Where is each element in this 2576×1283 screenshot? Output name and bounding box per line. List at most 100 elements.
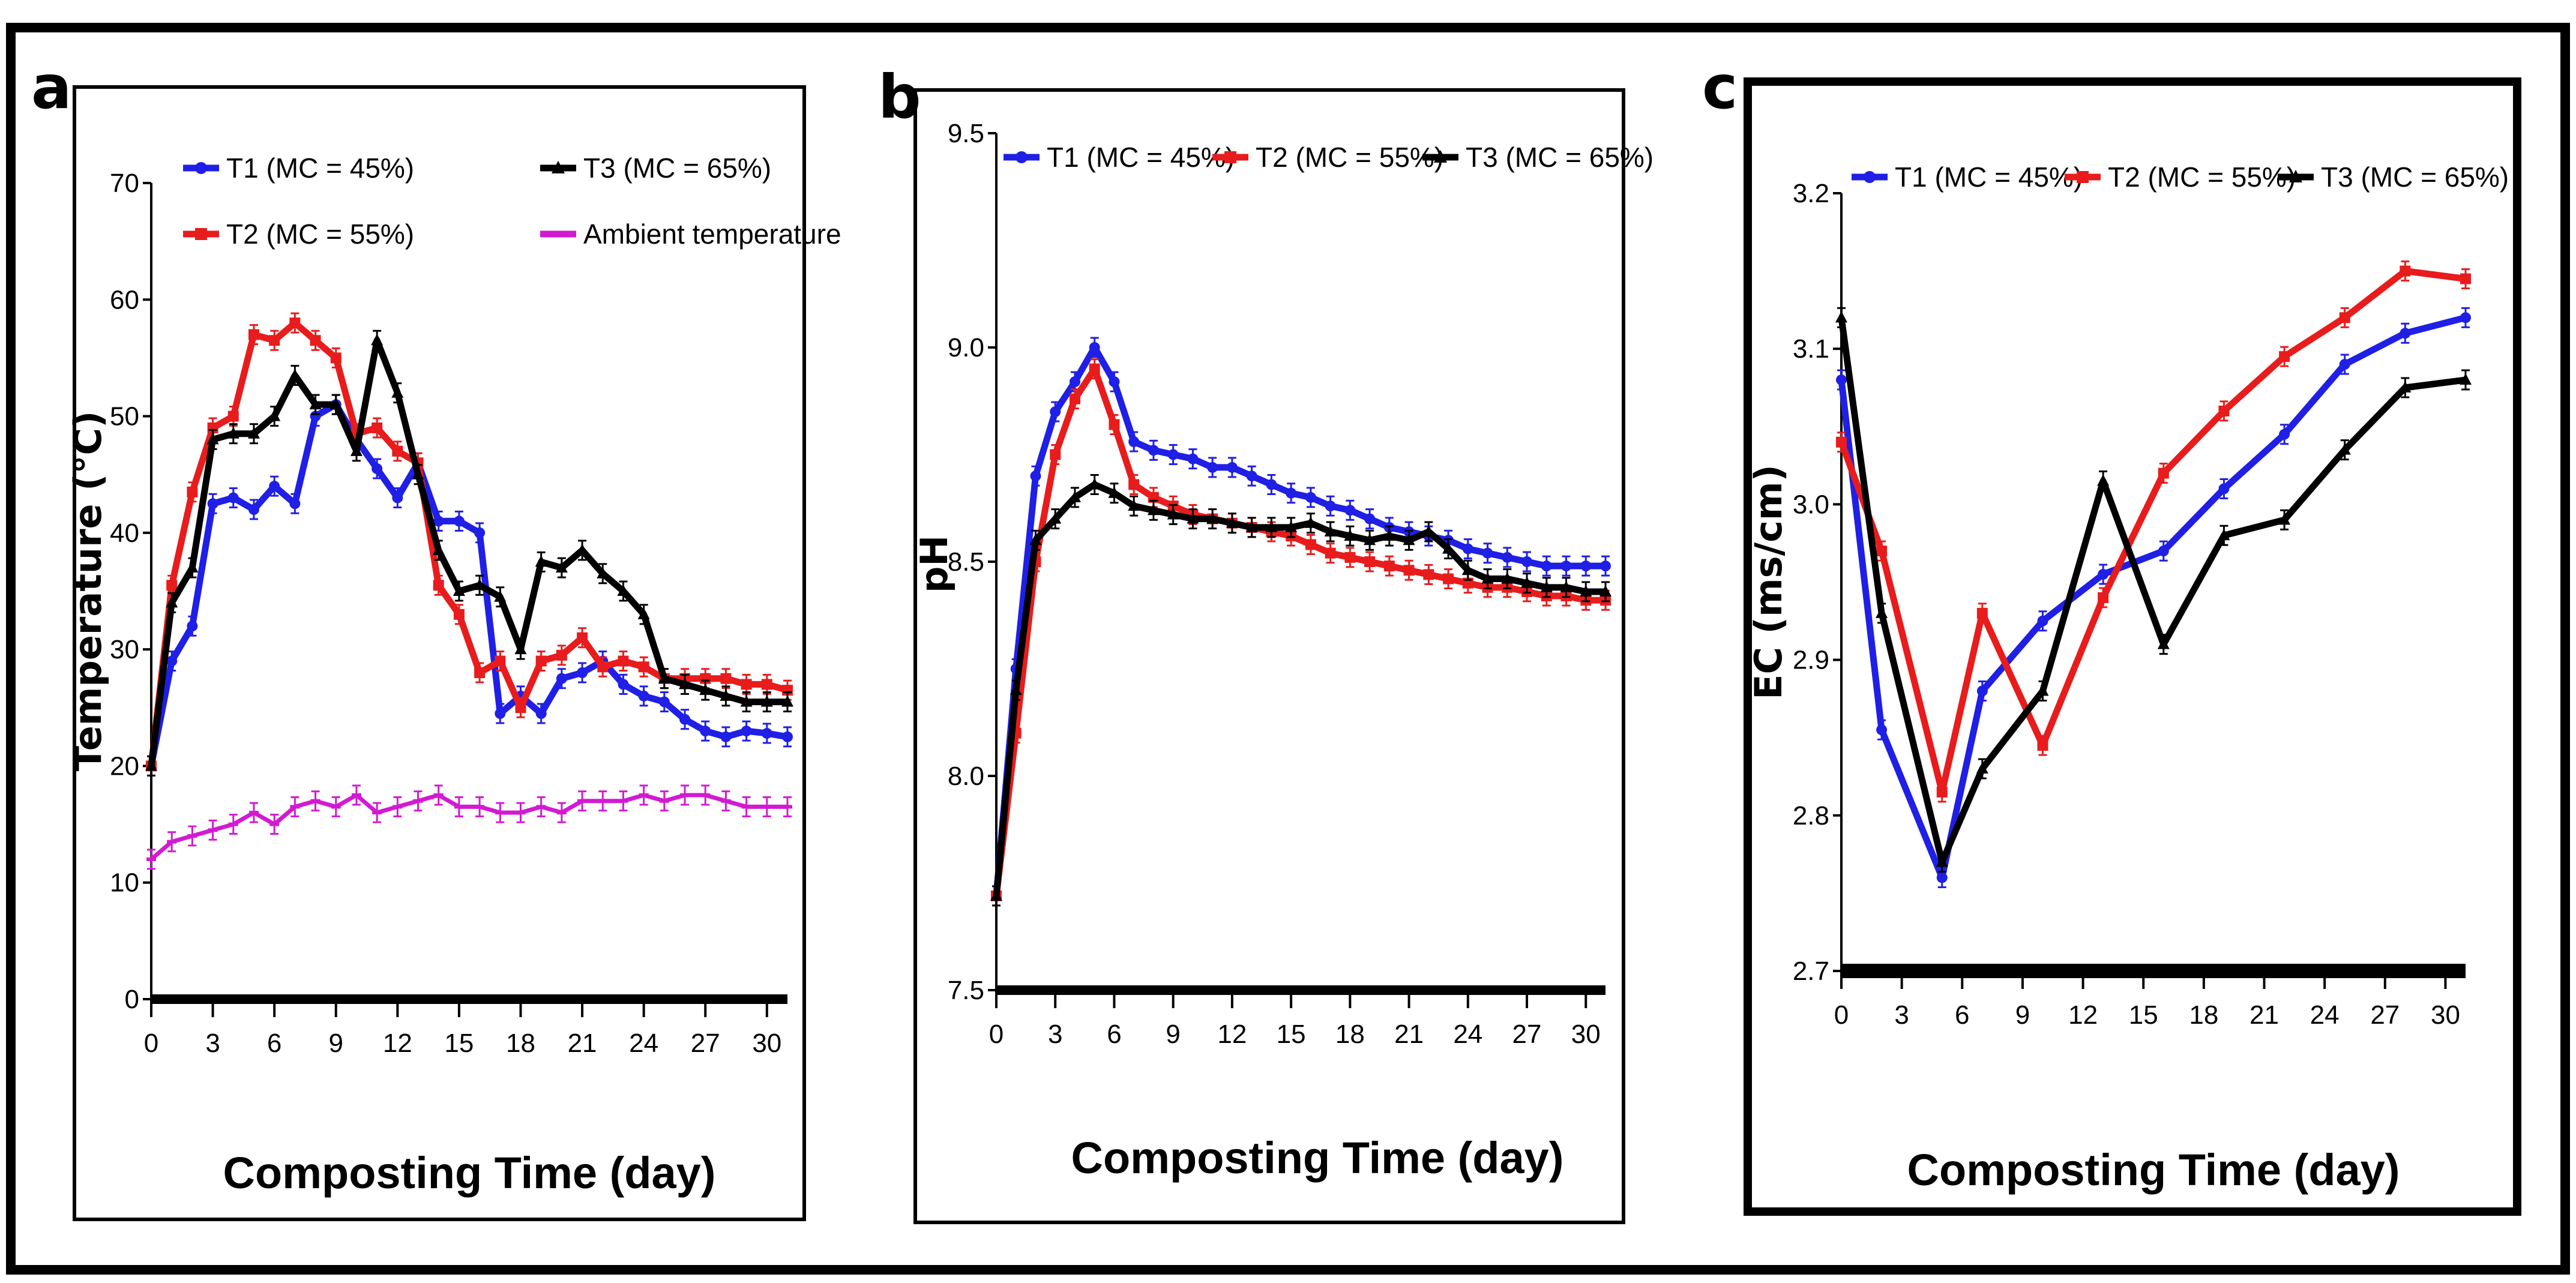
legend-label: T1 (MC = 45%) <box>1047 142 1235 173</box>
y-axis-title: pH <box>912 535 956 593</box>
data-point <box>228 822 238 826</box>
series-line <box>1838 317 2466 866</box>
x-tick-label: 3 <box>205 1029 220 1058</box>
data-point <box>1187 453 1199 464</box>
data-point <box>638 690 649 702</box>
data-point <box>658 696 670 708</box>
data-point <box>1148 445 1159 456</box>
data-point <box>1147 503 1160 515</box>
data-point <box>1128 479 1140 490</box>
x-tick-label: 24 <box>1453 1020 1482 1049</box>
data-point <box>535 708 547 719</box>
data-point <box>1324 525 1337 537</box>
x-tick-label: 0 <box>144 1029 158 1058</box>
data-point <box>1128 499 1140 511</box>
data-point <box>680 793 690 797</box>
data-point <box>1481 572 1494 584</box>
data-point <box>1521 556 1533 567</box>
data-point <box>1304 516 1317 528</box>
data-point <box>699 684 712 696</box>
data-point <box>1502 551 1513 563</box>
data-point <box>1976 607 1988 619</box>
legend-swatch-marker <box>1864 171 1876 183</box>
data-point <box>535 655 547 667</box>
data-point <box>597 566 609 578</box>
chart-panel-a: 0 10 20 30 40 50 60 70 0 3 6 9 12 15 18 21 24 27 30 Compost… <box>66 152 841 1198</box>
panel-a-frame <box>73 85 806 1221</box>
panel-letter-c: c <box>1702 52 1738 122</box>
data-point <box>781 695 793 707</box>
data-point <box>2218 529 2230 541</box>
x-tick-label: 3 <box>1048 1020 1062 1049</box>
data-point <box>187 620 198 632</box>
data-point <box>1266 479 1277 490</box>
x-tick-label: 9 <box>328 1029 343 1058</box>
x-tick-label: 18 <box>2189 1000 2218 1030</box>
data-point <box>475 805 485 809</box>
data-point <box>167 840 177 844</box>
data-point <box>618 655 629 667</box>
data-point <box>1541 560 1552 572</box>
data-point <box>393 805 403 809</box>
data-point <box>1521 576 1533 588</box>
y-tick-label: 10 <box>110 868 139 898</box>
x-tick-label: 18 <box>1335 1020 1365 1049</box>
legend-swatch-marker <box>553 232 563 236</box>
y-tick-label: 2.8 <box>1793 801 1829 831</box>
data-point <box>1836 374 1847 386</box>
data-point <box>208 828 218 832</box>
data-point <box>453 608 465 620</box>
data-point <box>1344 529 1356 541</box>
data-point <box>679 714 691 725</box>
data-point <box>760 695 773 707</box>
data-point <box>187 834 197 838</box>
legend-entry: Ambient temperature <box>540 218 841 250</box>
data-point <box>269 481 280 492</box>
data-point <box>2037 740 2048 751</box>
y-axis-title: Temperature (°C) <box>66 411 110 772</box>
data-point <box>1285 520 1298 532</box>
data-point <box>330 398 342 410</box>
data-point <box>227 492 239 503</box>
x-tick-label: 15 <box>1277 1020 1306 1049</box>
data-point <box>372 463 383 474</box>
data-point <box>1383 560 1395 572</box>
data-point <box>1167 449 1179 460</box>
x-tick-label: 0 <box>989 1020 1004 1049</box>
data-point <box>1560 580 1572 592</box>
data-point <box>761 679 772 690</box>
y-tick-label: 9.5 <box>948 119 984 148</box>
data-point <box>2158 467 2169 479</box>
x-tick-label: 30 <box>752 1029 781 1058</box>
data-point <box>1109 419 1120 430</box>
data-point <box>453 515 465 527</box>
data-point <box>618 799 628 803</box>
data-point <box>1069 376 1080 388</box>
data-point <box>290 805 300 809</box>
data-point <box>700 793 711 797</box>
data-point <box>618 679 629 690</box>
data-point <box>1443 573 1454 584</box>
legend-entry: T2 (MC = 55%) <box>2065 161 2296 193</box>
y-tick-label: 30 <box>110 635 139 664</box>
data-point <box>166 580 178 591</box>
data-point <box>700 726 711 737</box>
data-point <box>1976 762 1988 774</box>
data-point <box>762 805 772 809</box>
data-point <box>1010 684 1022 696</box>
data-point <box>1226 461 1238 473</box>
data-point <box>1976 685 1988 697</box>
y-tick-label: 3.0 <box>1793 490 1829 519</box>
panel-c-frame <box>1744 77 2521 1216</box>
data-point <box>637 607 650 619</box>
series-line <box>148 337 787 767</box>
legend-label: Ambient temperature <box>583 218 841 250</box>
legend-entry: T3 (MC = 65%) <box>2278 161 2509 193</box>
data-point <box>247 427 260 439</box>
x-tick-label: 27 <box>2370 1000 2400 1030</box>
y-tick-label: 40 <box>110 518 139 548</box>
x-tick-label: 6 <box>1107 1020 1121 1049</box>
data-point <box>720 689 732 701</box>
data-point <box>576 544 589 555</box>
